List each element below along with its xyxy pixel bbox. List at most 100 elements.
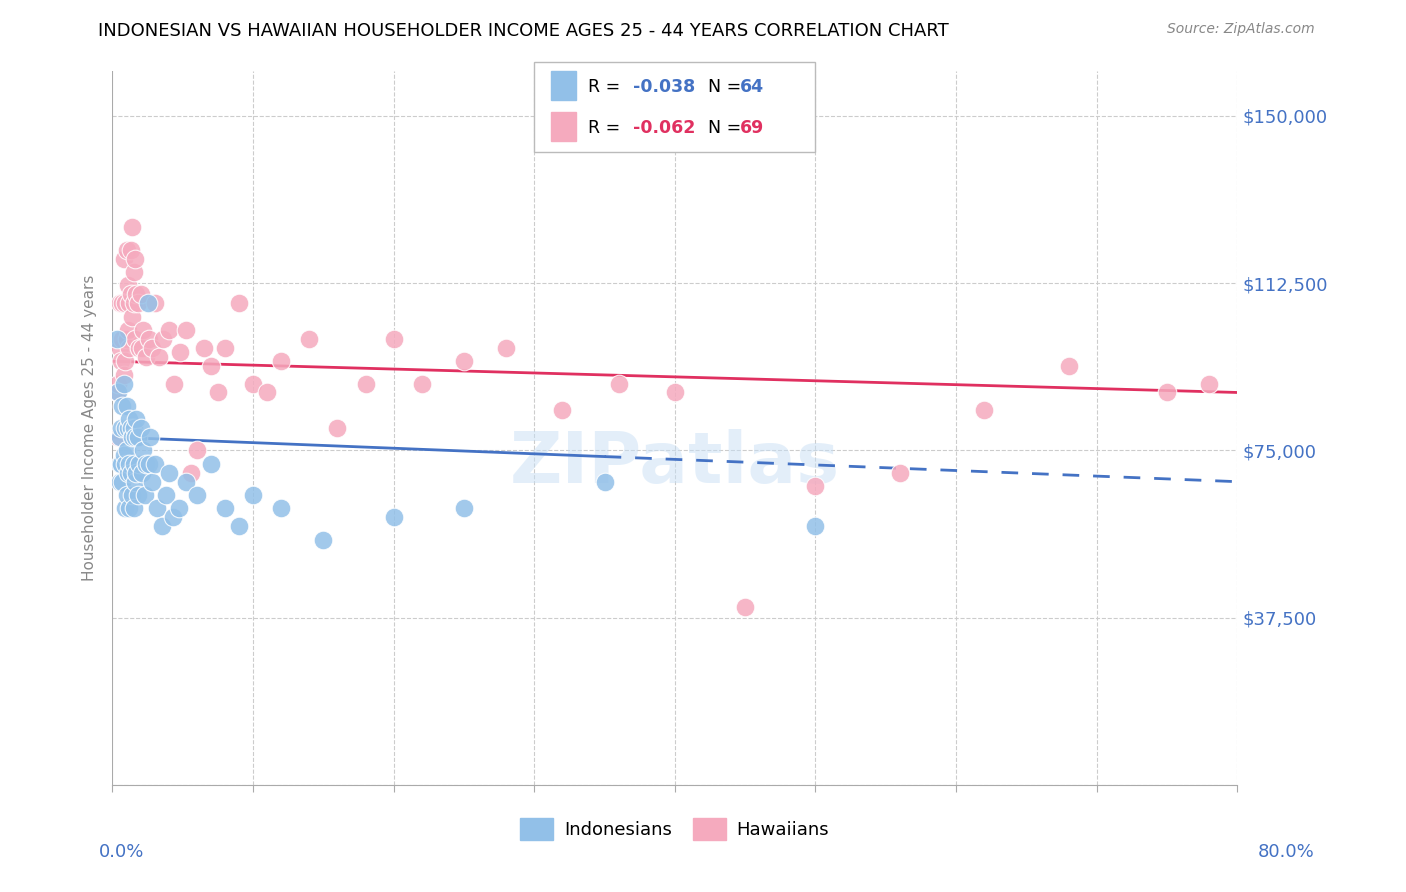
Point: [453, 354, 475, 368]
Point: [453, 501, 475, 516]
Point: [118, 501, 141, 516]
Point: [111, 296, 134, 310]
Point: [146, 501, 169, 516]
Point: [141, 475, 163, 489]
Point: [298, 332, 321, 346]
Point: [128, 457, 150, 471]
Point: [138, 332, 160, 346]
Point: [131, 466, 153, 480]
Point: [105, 332, 128, 346]
Point: [495, 341, 517, 355]
Point: [122, 421, 145, 435]
Point: [242, 488, 264, 502]
Point: [354, 376, 377, 391]
Point: [139, 430, 162, 444]
Point: [114, 354, 136, 368]
Point: [107, 430, 129, 444]
Point: [112, 252, 135, 266]
Point: [114, 296, 136, 310]
Point: [110, 354, 132, 368]
Point: [200, 457, 222, 471]
Point: [108, 296, 131, 310]
Point: [114, 457, 136, 471]
Text: N =: N =: [697, 78, 747, 96]
Point: [112, 368, 135, 382]
Point: [117, 323, 139, 337]
Point: [242, 376, 264, 391]
Point: [148, 350, 170, 364]
Point: [124, 475, 146, 489]
Point: [112, 376, 135, 391]
Point: [135, 457, 157, 471]
Point: [110, 421, 132, 435]
Point: [186, 488, 208, 502]
Point: [162, 510, 184, 524]
Point: [127, 296, 149, 310]
Point: [207, 385, 229, 400]
Point: [169, 345, 191, 359]
Point: [593, 475, 616, 489]
Text: 80.0%: 80.0%: [1258, 843, 1315, 861]
Point: [551, 403, 574, 417]
Point: [122, 265, 145, 279]
Point: [256, 385, 278, 400]
Text: INDONESIAN VS HAWAIIAN HOUSEHOLDER INCOME AGES 25 - 44 YEARS CORRELATION CHART: INDONESIAN VS HAWAIIAN HOUSEHOLDER INCOM…: [98, 22, 949, 40]
Point: [411, 376, 433, 391]
Point: [115, 399, 138, 413]
Point: [118, 457, 141, 471]
Point: [111, 332, 134, 346]
Point: [1057, 359, 1080, 373]
Point: [228, 296, 250, 310]
Text: 64: 64: [740, 78, 763, 96]
Point: [115, 243, 138, 257]
Point: [1198, 376, 1220, 391]
Point: [115, 443, 138, 458]
Point: [135, 350, 157, 364]
Point: [108, 457, 131, 471]
Point: [132, 443, 155, 458]
Text: 69: 69: [740, 120, 763, 137]
Text: -0.038: -0.038: [633, 78, 695, 96]
Point: [270, 354, 292, 368]
Point: [312, 533, 335, 547]
Point: [108, 341, 131, 355]
Point: [889, 466, 911, 480]
Point: [111, 475, 134, 489]
Point: [193, 341, 215, 355]
Point: [804, 519, 827, 533]
Text: 0.0%: 0.0%: [98, 843, 143, 861]
Point: [143, 457, 166, 471]
Point: [111, 399, 134, 413]
Point: [120, 287, 142, 301]
Point: [129, 287, 152, 301]
Point: [122, 501, 145, 516]
Point: [124, 430, 146, 444]
Y-axis label: Householder Income Ages 25 - 44 years: Householder Income Ages 25 - 44 years: [82, 275, 97, 582]
Point: [108, 430, 131, 444]
Point: [382, 510, 405, 524]
Point: [108, 475, 131, 489]
Point: [125, 466, 148, 480]
Point: [114, 501, 136, 516]
Point: [155, 488, 177, 502]
Point: [200, 359, 222, 373]
Point: [382, 332, 405, 346]
Point: [107, 385, 129, 400]
Point: [804, 479, 827, 493]
Point: [157, 466, 180, 480]
Point: [150, 519, 173, 533]
Text: Source: ZipAtlas.com: Source: ZipAtlas.com: [1167, 22, 1315, 37]
Legend: Indonesians, Hawaiians: Indonesians, Hawaiians: [513, 811, 837, 847]
Point: [143, 296, 166, 310]
Point: [131, 341, 153, 355]
Point: [180, 466, 202, 480]
Point: [125, 412, 148, 426]
Point: [121, 488, 143, 502]
Point: [114, 421, 136, 435]
Point: [117, 466, 139, 480]
Point: [118, 341, 141, 355]
Point: [115, 488, 138, 502]
Point: [115, 332, 138, 346]
Point: [174, 475, 197, 489]
Point: [124, 332, 146, 346]
